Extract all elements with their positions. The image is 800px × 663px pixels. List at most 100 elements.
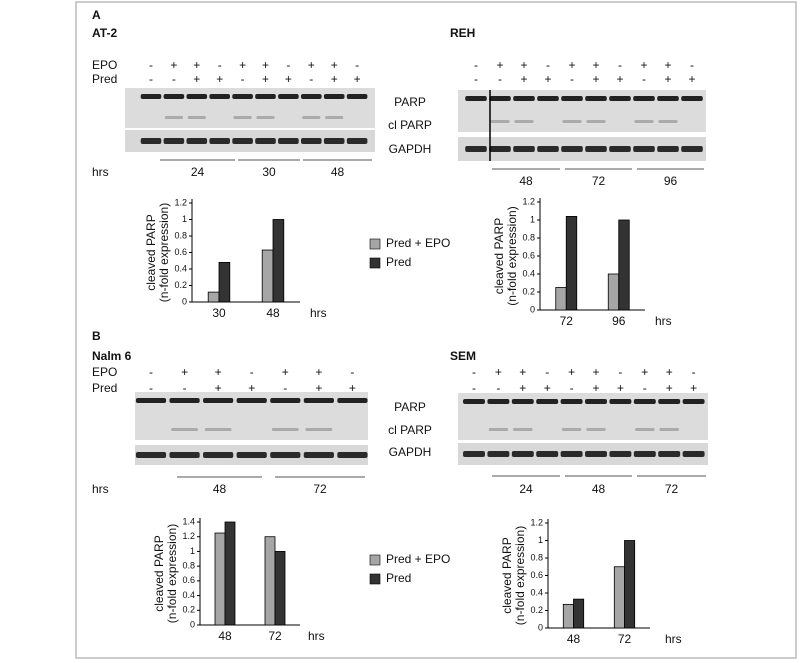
lane-sign: - bbox=[149, 58, 153, 72]
row-label: Pred bbox=[92, 381, 117, 395]
y-tick-label: 0 bbox=[530, 304, 535, 314]
lane-sign: - bbox=[172, 72, 176, 86]
bar bbox=[555, 287, 567, 311]
time-value: 96 bbox=[664, 174, 678, 188]
legend-swatch bbox=[369, 554, 381, 566]
cl-parp-band bbox=[187, 116, 206, 119]
lane-sign: - bbox=[692, 365, 696, 379]
gapdh-band bbox=[303, 452, 334, 458]
lane-sign: + bbox=[193, 72, 200, 86]
lane-sign: + bbox=[181, 365, 188, 379]
blot-title: SEM bbox=[450, 349, 476, 363]
bar bbox=[562, 603, 574, 629]
lane-sign: + bbox=[592, 58, 599, 72]
lane-sign: + bbox=[544, 381, 551, 395]
blot-title: AT-2 bbox=[92, 26, 117, 40]
band-label: PARP bbox=[394, 95, 426, 109]
lane-sign: - bbox=[250, 365, 254, 379]
row-label: EPO bbox=[92, 58, 117, 72]
lane-sign: + bbox=[666, 365, 673, 379]
bar bbox=[272, 219, 285, 303]
x-axis-label: hrs bbox=[308, 629, 325, 643]
lane-sign: - bbox=[472, 365, 476, 379]
time-value: 48 bbox=[519, 174, 533, 188]
gapdh-band bbox=[337, 452, 368, 458]
gapdh-band bbox=[255, 138, 276, 144]
x-tick-label: 48 bbox=[218, 629, 232, 643]
gapdh-band bbox=[236, 452, 267, 458]
parp-band bbox=[657, 96, 679, 101]
parp-band bbox=[203, 398, 234, 403]
bar bbox=[573, 598, 585, 629]
cl-parp-band bbox=[204, 428, 232, 431]
lane-sign: + bbox=[262, 58, 269, 72]
lane-sign: - bbox=[643, 381, 647, 395]
y-tick-label: 1.2 bbox=[522, 196, 535, 206]
cl-parp-band bbox=[233, 116, 252, 119]
parp-band bbox=[270, 398, 301, 403]
lane-sign: - bbox=[545, 365, 549, 379]
blot-title: REH bbox=[450, 26, 475, 40]
lane-sign: + bbox=[666, 381, 673, 395]
bar bbox=[264, 536, 276, 626]
lane-sign: - bbox=[618, 58, 622, 72]
gapdh-band bbox=[511, 451, 534, 457]
time-label: hrs bbox=[92, 482, 109, 496]
gapdh-band bbox=[465, 146, 487, 152]
cl-parp-band bbox=[586, 428, 606, 431]
parp-band bbox=[681, 96, 703, 101]
gapdh-band bbox=[536, 451, 559, 457]
y-axis-label: (n-fold expression) bbox=[513, 526, 527, 625]
time-value: 72 bbox=[313, 482, 327, 496]
y-tick-label: 1.2 bbox=[174, 197, 187, 207]
parp-band bbox=[487, 399, 510, 404]
x-tick-label: 72 bbox=[618, 632, 632, 646]
cl-parp-band bbox=[513, 428, 533, 431]
y-tick-label: 0.6 bbox=[182, 575, 195, 585]
bar bbox=[613, 566, 625, 629]
gapdh-band bbox=[300, 138, 322, 144]
lane-sign: + bbox=[282, 365, 289, 379]
parp-band bbox=[561, 96, 583, 101]
lane-sign: + bbox=[641, 365, 648, 379]
cl-parp-band bbox=[634, 120, 654, 123]
y-tick-label: 0.4 bbox=[182, 590, 195, 600]
bar bbox=[224, 521, 236, 626]
bar bbox=[214, 532, 226, 626]
lane-sign: - bbox=[149, 381, 153, 395]
parp-band bbox=[346, 94, 368, 99]
row-label: EPO bbox=[92, 365, 117, 379]
lane-sign: - bbox=[183, 381, 187, 395]
y-tick-label: 0.2 bbox=[174, 280, 187, 290]
y-tick-label: 1.4 bbox=[182, 516, 195, 526]
bar bbox=[607, 273, 620, 311]
gapdh-band bbox=[278, 138, 299, 144]
x-tick-label: 30 bbox=[212, 306, 226, 320]
band-label: cl PARP bbox=[388, 118, 432, 132]
lane-sign: + bbox=[592, 365, 599, 379]
y-tick-label: 0.4 bbox=[522, 268, 535, 278]
y-axis-label: cleaved PARP bbox=[144, 214, 158, 290]
lane-sign: + bbox=[519, 365, 526, 379]
y-tick-label: 0.8 bbox=[174, 230, 187, 240]
y-tick-label: 0 bbox=[182, 296, 187, 306]
time-value: 48 bbox=[592, 482, 606, 496]
band-label: GAPDH bbox=[389, 142, 432, 156]
lane-sign: + bbox=[315, 365, 322, 379]
lane-sign: + bbox=[215, 381, 222, 395]
gapdh-band bbox=[140, 138, 162, 144]
parp-band bbox=[303, 398, 334, 403]
lane-sign: + bbox=[170, 58, 177, 72]
y-axis-label: (n-fold expression) bbox=[157, 203, 171, 302]
cl-parp-band bbox=[562, 120, 582, 123]
y-tick-label: 1 bbox=[190, 546, 195, 556]
parp-band bbox=[560, 399, 583, 404]
gapdh-band bbox=[609, 451, 632, 457]
parp-band bbox=[465, 96, 487, 101]
gapdh-band bbox=[513, 146, 535, 152]
lane-sign: - bbox=[570, 381, 574, 395]
gapdh-band bbox=[658, 451, 681, 457]
lane-sign: + bbox=[520, 58, 527, 72]
y-axis-label: cleaved PARP bbox=[500, 537, 514, 613]
lane-sign: + bbox=[285, 72, 292, 86]
